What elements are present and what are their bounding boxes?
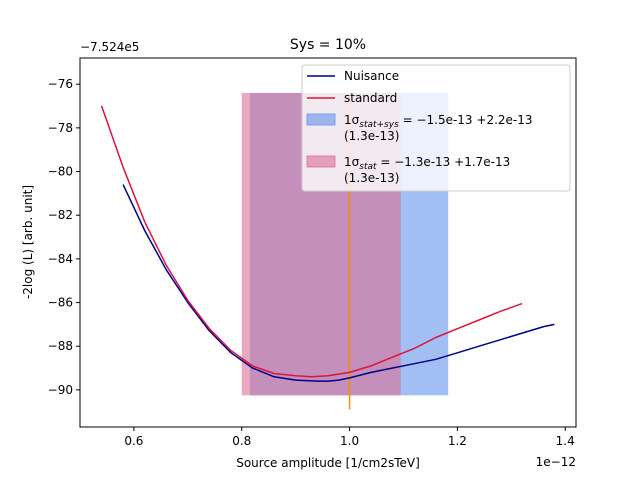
legend-band-extra: (1.3e-13) [344,129,399,143]
y-tick-label: −80 [48,165,73,179]
legend-band-subscript: stat [359,162,377,172]
legend-label: Nuisance [344,69,399,83]
legend-band-subscript: stat+sys [359,120,399,130]
legend-band-label: 1σstat+sys = −1.5e-13 +2.2e-13 [344,113,533,130]
y-tick-label: −82 [48,208,73,222]
x-tick-label: 1.4 [556,434,575,448]
y-offset-label: −7.524e5 [80,40,139,54]
axes-frame [79,57,577,428]
series-line-1 [100,105,523,378]
y-tick-label: −76 [48,77,73,91]
x-offset-label: 1e−12 [536,455,576,469]
legend-patch-handle [306,113,336,126]
legend-band-symbol: 1σ [344,113,360,127]
legend-label: standard [344,91,397,105]
legend-patch-handle [306,155,336,168]
x-axis-label: Source amplitude [1/cm2sTeV] [236,456,420,470]
y-tick-label: −84 [48,252,73,266]
y-tick-label: −88 [48,339,73,353]
legend-box [301,64,571,192]
legend-band-symbol: 1σ [344,155,360,169]
y-tick-label: −86 [48,296,73,310]
y-tick-label: −78 [48,121,73,135]
legend-band-label: 1σstat = −1.3e-13 +1.7e-13 [344,155,510,172]
x-tick-label: 1.2 [448,434,467,448]
x-tick-label: 0.8 [232,434,251,448]
chart-title: Sys = 10% [290,37,366,53]
y-axis-label: -2log (L) [arb. unit] [21,185,35,299]
legend-band-values: = −1.3e-13 +1.7e-13 [377,155,511,169]
legend-band-extra: (1.3e-13) [344,171,399,185]
legend-band-values: = −1.5e-13 +2.2e-13 [399,113,533,127]
x-tick-label: 1.0 [340,434,359,448]
y-tick-label: −90 [48,383,73,397]
x-tick-label: 0.6 [124,434,143,448]
series-line-0 [122,184,555,382]
